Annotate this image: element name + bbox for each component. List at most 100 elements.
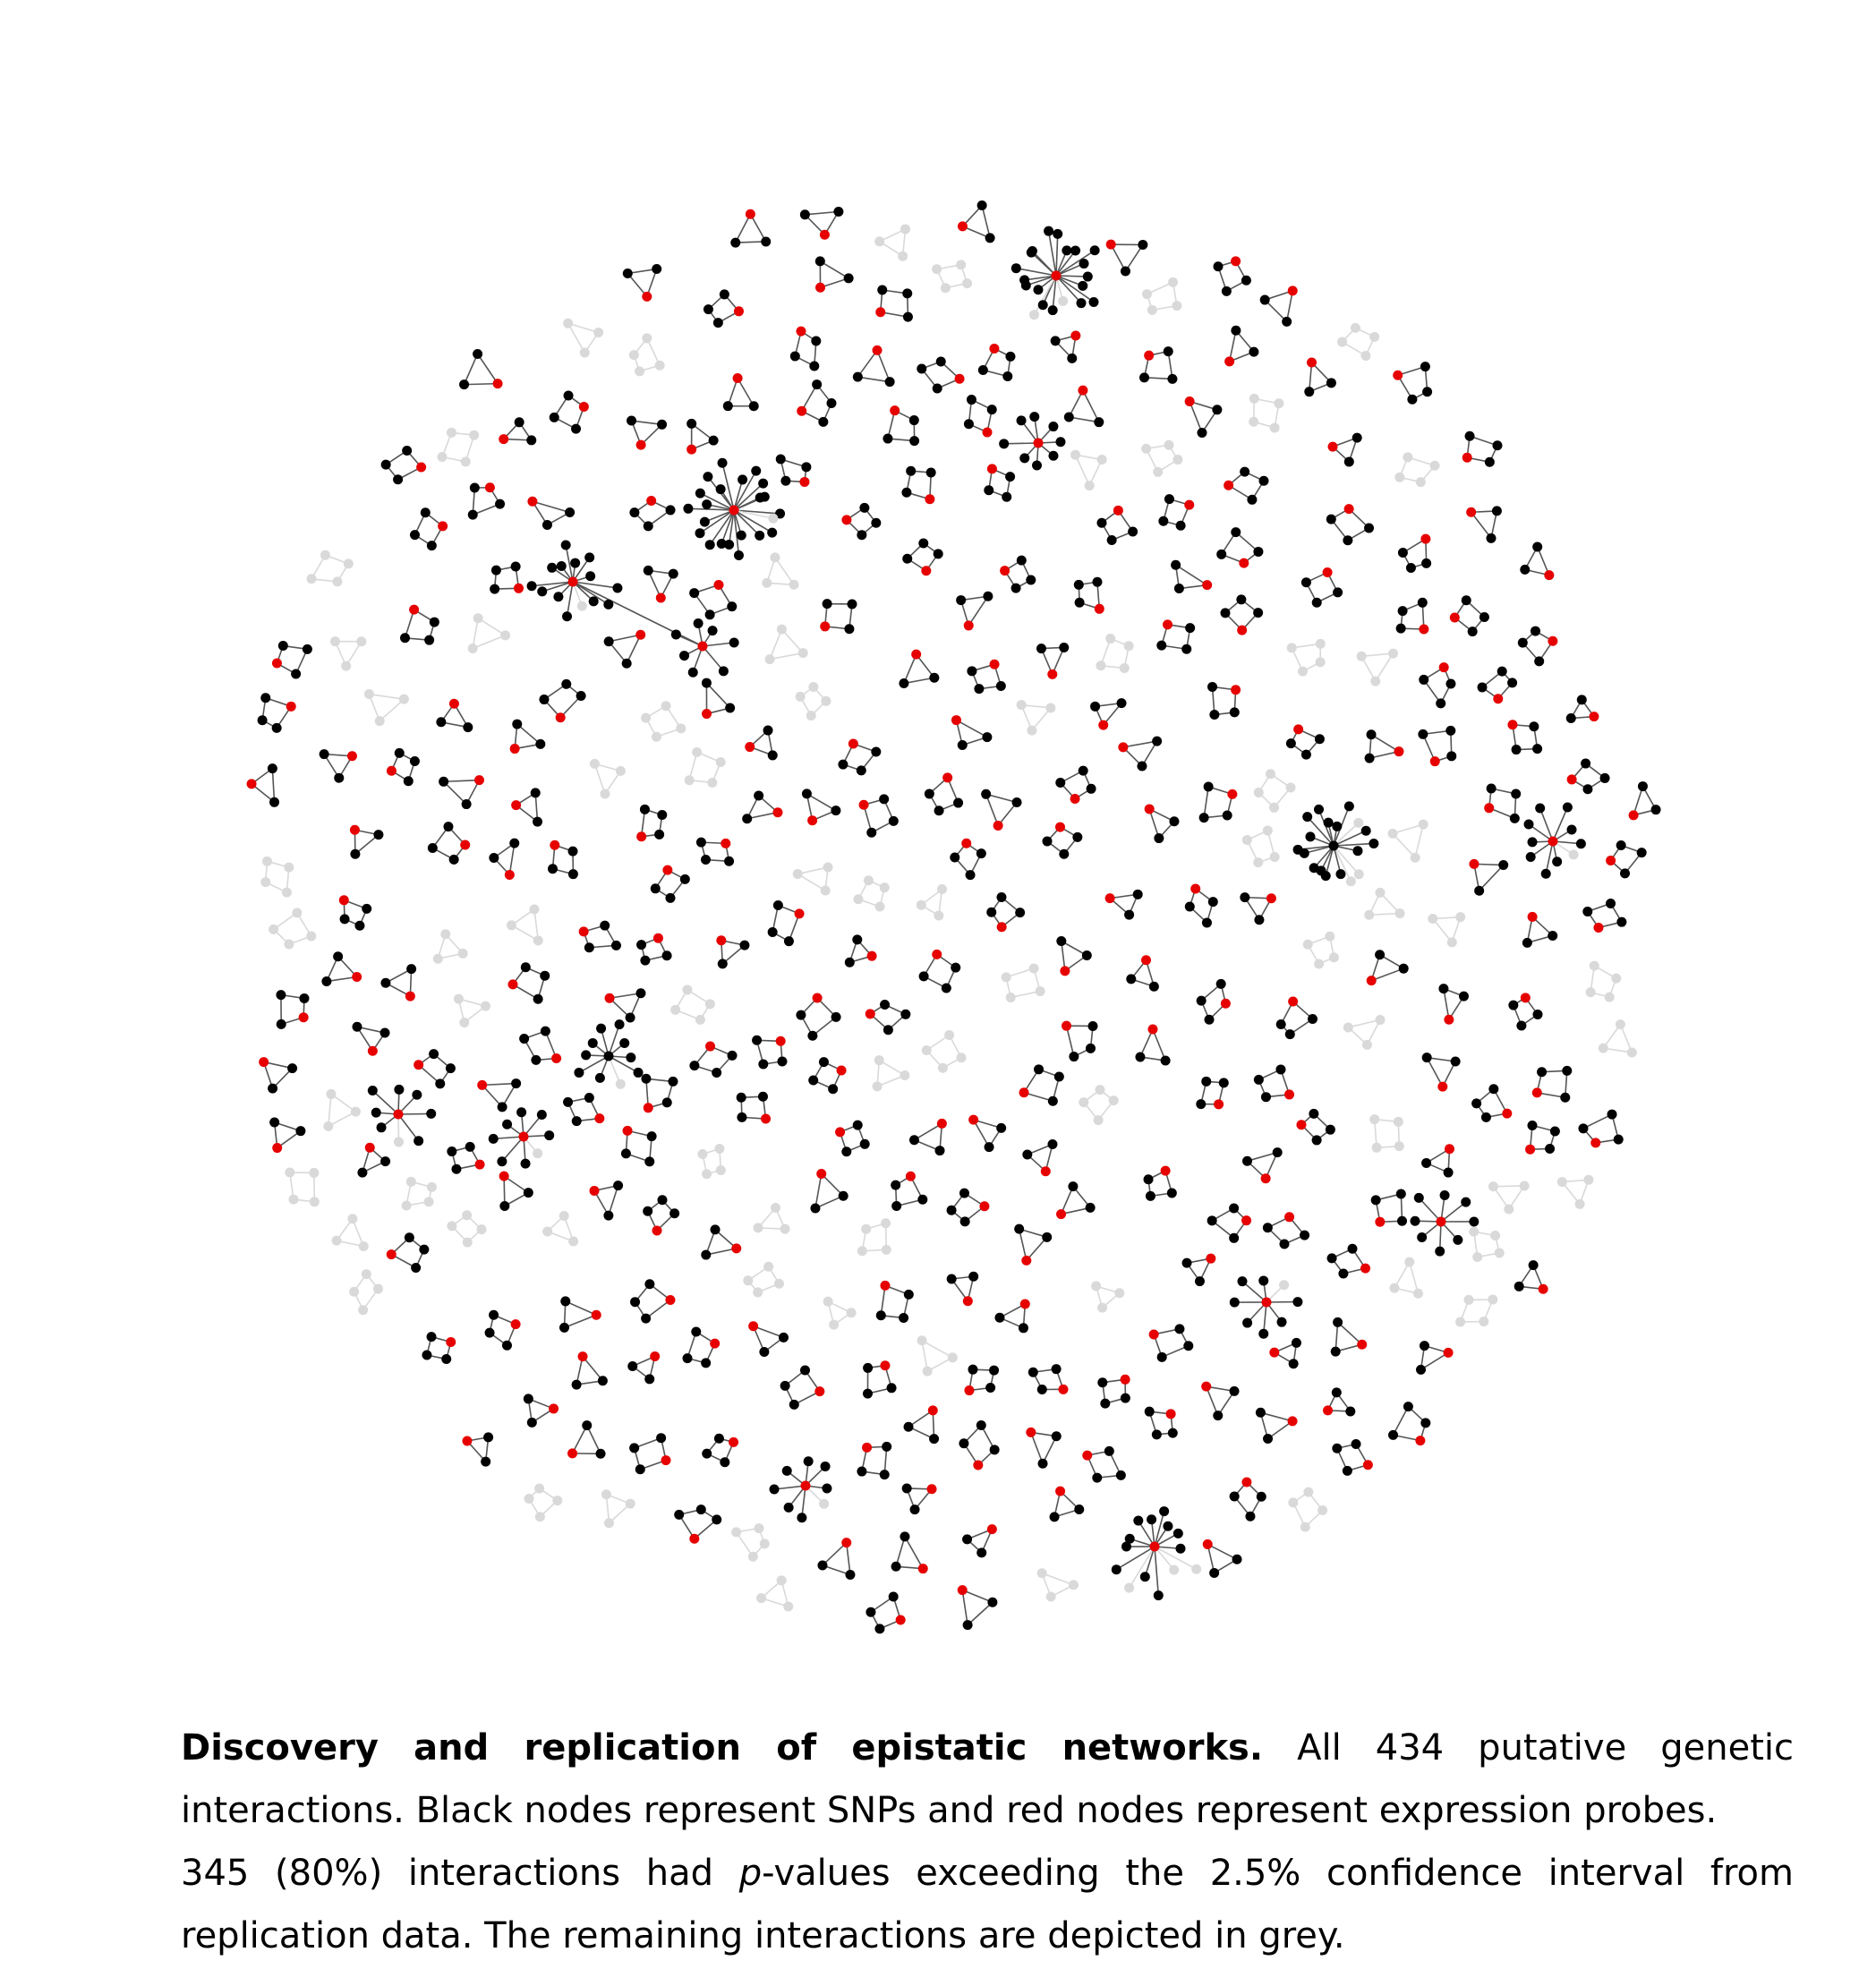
snp-node xyxy=(502,1119,513,1129)
probe-node xyxy=(702,709,712,720)
probe-node xyxy=(986,1524,997,1535)
snp-node xyxy=(1207,897,1218,908)
interaction-edge xyxy=(1124,244,1144,272)
probe-node xyxy=(911,649,922,660)
snp-node xyxy=(1256,1491,1266,1502)
snp-node xyxy=(1082,271,1093,282)
unreplicated-edge xyxy=(1394,1261,1411,1289)
interaction-edge xyxy=(1370,967,1404,982)
snp-node xyxy=(1576,695,1587,705)
snp-node xyxy=(1207,1215,1217,1226)
snp-node xyxy=(1474,885,1485,896)
snp-node xyxy=(1469,1216,1479,1227)
interaction-edge xyxy=(572,581,704,647)
unreplicated-node xyxy=(743,1275,754,1286)
unreplicated-node xyxy=(628,350,639,361)
interaction-edge xyxy=(1443,988,1450,1020)
snp-node xyxy=(1616,840,1626,850)
interaction-edge xyxy=(404,609,415,639)
probe-node xyxy=(732,372,743,383)
interaction-edge xyxy=(733,509,761,536)
snp-node xyxy=(1528,1260,1539,1271)
snp-node xyxy=(986,907,997,917)
snp-node xyxy=(1209,1567,1220,1578)
snp-node xyxy=(1044,226,1054,236)
snp-node xyxy=(891,1180,901,1190)
snp-node xyxy=(582,1420,593,1431)
unreplicated-edge xyxy=(774,557,795,585)
snp-node xyxy=(908,415,919,426)
epistatic-network-diagram xyxy=(246,200,1661,1634)
snp-node xyxy=(1229,1203,1240,1214)
probe-node xyxy=(1531,1087,1542,1098)
probe-node xyxy=(1144,804,1155,814)
probe-node xyxy=(1141,955,1152,966)
snp-node xyxy=(679,651,690,661)
snp-node xyxy=(668,1076,678,1087)
snp-node xyxy=(380,1156,391,1167)
snp-node xyxy=(1028,1367,1038,1377)
probe-node xyxy=(246,779,257,789)
unreplicated-node xyxy=(309,1197,320,1207)
snp-node xyxy=(1565,713,1576,724)
snp-node xyxy=(863,1362,874,1373)
probe-node xyxy=(504,869,515,880)
snp-node xyxy=(1047,1139,1058,1150)
snp-node xyxy=(427,842,438,853)
unreplicated-node xyxy=(473,613,483,624)
snp-node xyxy=(1343,801,1354,812)
unreplicated-node xyxy=(1393,1116,1403,1127)
snp-node xyxy=(1111,1564,1121,1575)
snp-node xyxy=(403,776,414,787)
unreplicated-node xyxy=(1394,472,1405,482)
snp-node xyxy=(1351,1438,1361,1449)
snp-node xyxy=(1581,758,1591,769)
unreplicated-edge xyxy=(369,693,405,700)
unreplicated-node xyxy=(1494,1248,1505,1258)
snp-node xyxy=(722,401,733,412)
snp-node xyxy=(1241,275,1251,286)
probe-node xyxy=(1466,507,1477,517)
interaction-edge xyxy=(705,1248,737,1256)
unreplicated-node xyxy=(1028,963,1039,974)
interaction-edge xyxy=(1260,1411,1293,1422)
unreplicated-node xyxy=(1164,439,1174,450)
interaction-edge xyxy=(956,719,988,738)
interaction-edge xyxy=(326,976,357,983)
probe-node xyxy=(797,405,807,416)
snp-node xyxy=(985,1382,996,1393)
probe-node xyxy=(1144,350,1155,361)
snp-node xyxy=(1087,1020,1098,1031)
unreplicated-edge xyxy=(472,618,479,649)
snp-node xyxy=(1370,1195,1381,1206)
unreplicated-edge xyxy=(593,763,606,795)
probe-node xyxy=(474,775,485,786)
unreplicated-node xyxy=(440,929,451,940)
snp-node xyxy=(862,1388,873,1399)
snp-node xyxy=(1016,555,1027,566)
probe-node xyxy=(957,1585,968,1596)
snp-node xyxy=(1369,838,1379,848)
snp-node xyxy=(1019,275,1030,286)
snp-node xyxy=(1314,734,1325,745)
snp-node xyxy=(1216,549,1227,559)
unreplicated-node xyxy=(1598,1043,1608,1053)
unreplicated-edge xyxy=(567,322,599,334)
unreplicated-node xyxy=(1097,1302,1108,1313)
interaction-edge xyxy=(645,1299,671,1319)
probe-node xyxy=(492,379,503,389)
probe-node xyxy=(705,1041,716,1052)
snp-node xyxy=(581,1050,592,1061)
probe-node xyxy=(499,434,509,445)
snp-node xyxy=(1292,844,1303,855)
interaction-edge xyxy=(1241,1281,1267,1303)
snp-node xyxy=(1185,623,1196,634)
snp-node xyxy=(959,1216,970,1227)
probe-node xyxy=(1593,922,1604,933)
snp-node xyxy=(1047,1095,1058,1106)
snp-node xyxy=(1488,1084,1499,1095)
interaction-edge xyxy=(1264,299,1288,322)
snp-node xyxy=(1153,1590,1164,1601)
snp-node xyxy=(977,364,988,375)
snp-node xyxy=(1637,781,1648,792)
